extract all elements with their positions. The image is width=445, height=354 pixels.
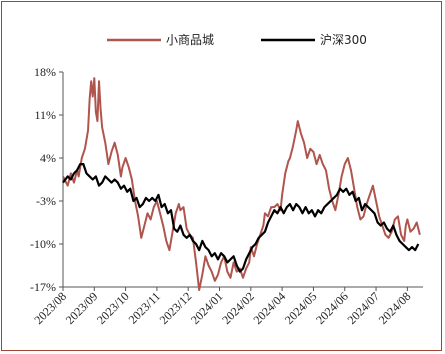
x-tick-label: 2024/07 xyxy=(344,289,382,327)
x-tick-label: 2024/02 xyxy=(219,289,257,327)
x-tick-label: 2023/11 xyxy=(126,289,163,326)
legend-label-series-0: 小商品城 xyxy=(166,32,214,47)
y-tick-label: 18% xyxy=(34,65,56,79)
y-tick-label: 4% xyxy=(40,151,56,165)
legend-label-series-1: 沪深300 xyxy=(320,33,367,47)
x-tick-label: 2024/01 xyxy=(188,289,226,327)
x-tick-label: 2024/08 xyxy=(376,289,414,327)
x-tick-label: 2023/09 xyxy=(63,289,101,327)
x-tick-label: 2024/04 xyxy=(251,289,289,327)
x-tick-label: 2023/10 xyxy=(94,289,132,327)
chart-frame xyxy=(1,1,442,351)
y-tick-label: -17% xyxy=(30,280,56,294)
series-line-1 xyxy=(62,163,420,273)
y-tick-label: 11% xyxy=(34,108,56,122)
series-group xyxy=(62,77,421,292)
x-tick-group: 2023/082023/092023/102023/112023/122024/… xyxy=(31,287,413,327)
x-tick-label: 2024/05 xyxy=(282,289,320,327)
y-tick-group: 18% 11% 4% -3% -10% -17% xyxy=(30,65,63,294)
y-tick-label: -3% xyxy=(36,194,56,208)
series-line-0 xyxy=(62,77,421,292)
legend: 小商品城 沪深300 xyxy=(107,32,367,47)
x-tick-label: 2024/06 xyxy=(313,289,351,327)
y-tick-label: -10% xyxy=(30,237,56,251)
x-tick-label: 2023/12 xyxy=(157,289,195,327)
x-tick-label: 2023/08 xyxy=(31,289,69,327)
